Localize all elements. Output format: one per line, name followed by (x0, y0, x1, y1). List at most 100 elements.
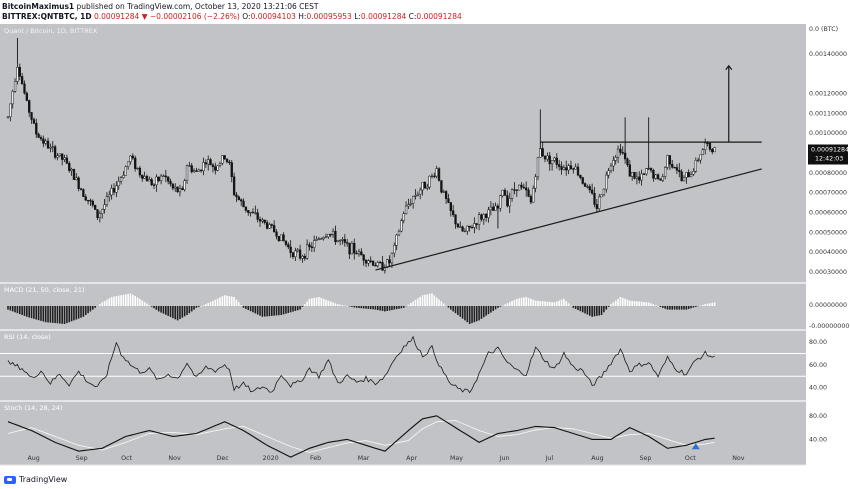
macd-bar (209, 301, 212, 306)
macd-bar (407, 304, 410, 306)
macd-bar (146, 303, 148, 306)
macd-bar (539, 301, 542, 306)
macd-bar (179, 306, 181, 320)
candle-body (138, 167, 142, 176)
candle-body (673, 166, 676, 169)
candle-body (635, 176, 639, 179)
candle-body (444, 191, 448, 199)
candle-body (96, 209, 99, 219)
macd-tick-label: -0.00000000 (809, 323, 849, 330)
macd-bar (355, 306, 358, 308)
candle-body (468, 225, 471, 228)
macd-bar (329, 301, 332, 306)
candle-body (65, 157, 69, 164)
macd-bar (369, 306, 372, 310)
macd-bar (650, 303, 652, 306)
macd-bar (188, 306, 191, 314)
candle-body (435, 168, 438, 177)
macd-bar (21, 306, 23, 315)
publish-text: published on TradingView.com, October 13… (76, 2, 319, 11)
macd-bar (37, 306, 40, 321)
candle-body (188, 165, 191, 167)
rsi-line (7, 335, 715, 394)
candle-body (569, 165, 573, 169)
candle-body (386, 259, 389, 268)
candle-body (437, 168, 441, 181)
macd-bar (252, 306, 254, 313)
macd-bar (216, 298, 219, 306)
candle-body (291, 252, 295, 258)
price-y-ticks: 0.00140000 0.00120000 0.00110000 0.00100000… (809, 51, 847, 276)
macd-bar (652, 304, 655, 306)
author-name[interactable]: BitcoinMaximus1 (2, 2, 75, 11)
macd-bar (525, 297, 527, 306)
macd-bar (485, 306, 487, 316)
candle-body (115, 185, 118, 193)
macd-bar (391, 306, 393, 311)
candle-body (157, 176, 160, 182)
candle-body (546, 155, 549, 160)
macd-bar (197, 306, 200, 307)
candle-body (355, 252, 358, 255)
candle-body (473, 223, 476, 228)
candle-body (136, 167, 139, 170)
stoch-d-line (7, 420, 715, 453)
macd-bar (367, 306, 370, 309)
stoch-k-line (7, 415, 715, 458)
tradingview-logo-icon (4, 475, 16, 484)
macd-bar (607, 306, 610, 307)
macd-bar (544, 301, 546, 306)
time-tick-label: Dec (217, 455, 230, 462)
price-change: ▼ −0.00002106 (−2.26%) (141, 12, 240, 21)
candle-body (581, 177, 584, 184)
rsi-tick-label: 40.00 (809, 385, 827, 392)
candle-body (397, 230, 401, 236)
candle-body (72, 168, 76, 180)
macd-bar (574, 306, 577, 309)
candle-body (520, 184, 523, 188)
candle-body (699, 154, 702, 161)
macd-bar (63, 306, 66, 324)
trend-lines (375, 64, 762, 271)
macd-bar (294, 306, 297, 311)
time-tick-label: Sep (640, 455, 652, 462)
macd-bar (499, 306, 502, 307)
macd-bar (384, 306, 386, 312)
macd-bar (108, 298, 111, 306)
stoch-cross-marker (691, 443, 700, 450)
macd-bar (150, 306, 153, 307)
macd-bar (657, 306, 659, 307)
candle-body (536, 157, 540, 178)
candle-body (141, 174, 144, 179)
candle-body (534, 176, 537, 189)
brand-label[interactable]: TradingView (19, 475, 68, 484)
macd-bar (464, 306, 466, 321)
symbol-label[interactable]: BITTREX:QNTBTC, 1D (2, 12, 92, 21)
candle-body (704, 142, 707, 150)
macd-bar (706, 303, 709, 306)
close-value: 0.00091284 (416, 12, 462, 21)
candle-body (515, 189, 518, 191)
candle-body (517, 184, 521, 191)
candle-body (489, 206, 493, 211)
macd-bar (426, 294, 429, 306)
macd-bar (513, 299, 516, 306)
candle-body (421, 181, 424, 191)
candle-body (404, 205, 408, 215)
chart-canvas[interactable]: Quant / Bitcoin, 1D, BITTREX MACD (21, 5… (0, 24, 850, 470)
macd-bar (596, 306, 598, 316)
macd-bar (271, 306, 273, 316)
macd-bar (683, 306, 685, 310)
candle-body (619, 148, 622, 153)
candle-body (51, 146, 54, 148)
macd-bar (414, 299, 417, 306)
macd-bar (11, 306, 14, 312)
macd-bar (26, 306, 28, 317)
candle-body (251, 211, 255, 214)
macd-bar (49, 306, 52, 323)
macd-bar (353, 306, 356, 308)
macd-bar (504, 304, 506, 306)
candle-body (692, 170, 695, 175)
low-value: 0.00091284 (360, 12, 407, 21)
macd-bar (228, 296, 231, 306)
